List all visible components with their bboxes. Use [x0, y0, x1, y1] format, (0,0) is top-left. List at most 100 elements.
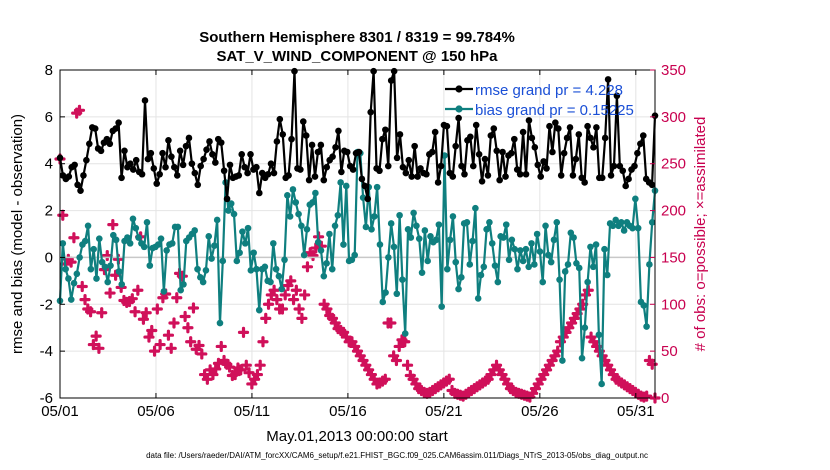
bias-point — [124, 234, 131, 241]
rmse-point — [437, 162, 445, 170]
rmse-point — [414, 173, 421, 180]
rmse-point — [244, 169, 251, 177]
bias-point — [199, 278, 207, 286]
bias-point — [227, 200, 235, 207]
rmse-point — [188, 160, 196, 168]
bias-point — [250, 249, 257, 257]
bias-point — [528, 240, 535, 247]
bias-point — [112, 236, 120, 244]
rmse-point — [516, 170, 524, 178]
rmse-point — [634, 149, 641, 157]
y-right-tick-label: 200 — [661, 203, 686, 220]
bias-point — [514, 265, 521, 273]
obs-count-marker — [379, 373, 391, 385]
bias-point — [494, 278, 502, 286]
bias-point — [118, 281, 126, 288]
legend: rmse grand pr = 4.228 bias grand pr = 0.… — [445, 82, 634, 119]
bias-point — [208, 255, 215, 262]
bias-point — [289, 186, 297, 193]
rmse-point — [115, 119, 122, 127]
bias-point — [373, 183, 381, 191]
rmse-point — [200, 155, 207, 163]
legend-rmse-marker — [455, 85, 463, 93]
rmse-point — [484, 172, 492, 179]
obs-count-marker — [182, 322, 194, 334]
rmse-point — [147, 149, 155, 157]
obs-count-marker — [224, 361, 236, 373]
bias-point — [387, 220, 395, 227]
obs-count-marker — [401, 359, 414, 371]
rmse-point — [144, 155, 152, 163]
bias-point — [281, 256, 288, 264]
rmse-point — [349, 166, 357, 173]
obs-count-marker — [76, 280, 88, 293]
bias-point — [140, 243, 148, 251]
bias-point — [213, 216, 221, 224]
x-axis-ticks: 05/01 05/06 05/11 05/16 05/21 05/26 05/31 — [41, 70, 655, 420]
bias-point — [634, 224, 642, 232]
rmse-point — [217, 139, 225, 146]
bias-point — [340, 241, 347, 248]
bias-point — [317, 247, 325, 254]
rmse-point — [525, 117, 533, 124]
bias-point — [584, 278, 591, 286]
rmse-point — [86, 140, 93, 148]
bias-point — [519, 257, 527, 265]
rmse-point — [399, 163, 407, 171]
bias-point — [446, 236, 454, 244]
bias-point — [587, 243, 594, 251]
bias-point — [455, 285, 462, 293]
obs-count-marker — [90, 330, 102, 342]
bias-point — [81, 237, 89, 245]
obs-count-marker — [179, 310, 191, 323]
obs-count-marker — [126, 293, 138, 305]
y-right-tick-label: 250 — [661, 156, 686, 173]
bias-point — [216, 319, 224, 327]
bias-point — [342, 182, 350, 190]
bias-point — [65, 275, 72, 282]
chart-title-line1: Southern Hemisphere 8301 / 8319 = 99.784… — [199, 29, 515, 46]
bias-point — [95, 235, 103, 242]
bias-point — [435, 221, 443, 228]
rmse-point — [625, 175, 632, 183]
rmse-point — [206, 138, 213, 145]
obs-count-marker — [276, 303, 289, 315]
bias-point — [191, 227, 199, 234]
rmse-point — [311, 173, 319, 180]
obs-count-marker — [87, 338, 99, 351]
bias-point — [589, 263, 597, 271]
obs-count-marker — [193, 339, 205, 352]
rmse-point — [299, 118, 307, 125]
rmse-point — [270, 169, 278, 177]
bias-point — [84, 222, 92, 230]
bias-point — [211, 242, 218, 250]
bias-point — [101, 263, 109, 271]
rmse-point — [185, 134, 193, 142]
bias-point — [143, 218, 151, 226]
bias-point — [401, 330, 409, 337]
bias-point — [270, 240, 277, 247]
obs-count-marker — [307, 249, 319, 262]
rmse-point — [572, 155, 580, 163]
bias-point — [303, 226, 311, 233]
rmse-point — [393, 154, 401, 162]
obs-count-marker — [229, 368, 241, 381]
rmse-point — [194, 181, 202, 189]
bias-point — [648, 218, 656, 226]
rmse-point — [531, 144, 539, 151]
y-left-tick-label: -4 — [40, 343, 53, 360]
rmse-point — [77, 187, 84, 194]
rmse-point — [434, 179, 442, 186]
obs-count-marker — [168, 317, 180, 329]
rmse-point — [431, 128, 439, 136]
rmse-point — [127, 160, 134, 168]
rmse-point — [502, 173, 509, 180]
y-right-tick-label: 50 — [661, 343, 678, 360]
obs-count-marker — [185, 336, 197, 348]
bias-point — [146, 262, 154, 269]
rmse-point — [455, 114, 462, 122]
rmse-point — [317, 141, 325, 149]
rmse-point — [467, 133, 474, 141]
bias-point — [539, 278, 547, 286]
bias-point — [194, 265, 201, 273]
